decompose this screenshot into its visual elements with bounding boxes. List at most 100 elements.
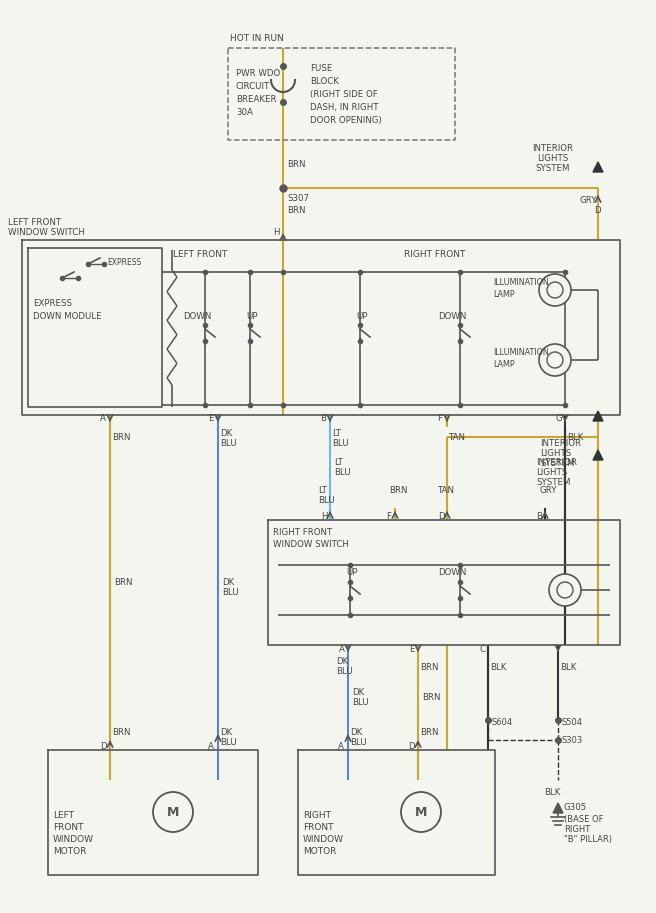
Text: SYSTEM: SYSTEM	[540, 458, 575, 467]
Text: UP: UP	[246, 311, 258, 320]
Circle shape	[539, 344, 571, 376]
Text: B: B	[536, 511, 542, 520]
Text: BLU: BLU	[332, 438, 349, 447]
Text: DK: DK	[336, 656, 348, 666]
Text: D: D	[594, 205, 601, 215]
Text: C: C	[479, 645, 485, 654]
Text: LT: LT	[318, 486, 327, 495]
Text: (BASE OF: (BASE OF	[564, 814, 604, 824]
Text: FRONT: FRONT	[303, 823, 333, 832]
Text: BLK: BLK	[544, 788, 560, 796]
Text: DOWN: DOWN	[438, 568, 466, 576]
Text: LAMP: LAMP	[493, 360, 514, 369]
Text: BLU: BLU	[220, 738, 237, 747]
Text: BRN: BRN	[114, 578, 133, 586]
Text: FUSE: FUSE	[310, 64, 333, 72]
Text: DK: DK	[222, 578, 234, 586]
Text: DK: DK	[350, 728, 362, 737]
Text: BRN: BRN	[287, 205, 306, 215]
Text: S504: S504	[562, 718, 583, 727]
Text: D: D	[100, 741, 107, 750]
Text: LIGHTS: LIGHTS	[536, 467, 567, 477]
Text: FRONT: FRONT	[53, 823, 83, 832]
Text: E: E	[409, 645, 415, 654]
Text: LAMP: LAMP	[493, 289, 514, 299]
Text: SYSTEM: SYSTEM	[536, 477, 571, 487]
Text: HOT IN RUN: HOT IN RUN	[230, 34, 284, 43]
Text: F: F	[386, 511, 391, 520]
Text: "B" PILLAR): "B" PILLAR)	[564, 834, 612, 844]
Text: A: A	[338, 741, 344, 750]
Text: UP: UP	[356, 311, 367, 320]
Text: GRY: GRY	[539, 486, 556, 495]
Text: H: H	[321, 511, 327, 520]
Polygon shape	[593, 450, 603, 460]
Text: BLU: BLU	[222, 587, 239, 596]
Text: BLU: BLU	[334, 467, 351, 477]
Text: BRN: BRN	[287, 160, 306, 169]
Text: DK: DK	[220, 428, 232, 437]
Text: LEFT: LEFT	[53, 811, 74, 820]
Text: BLK: BLK	[560, 663, 577, 671]
Text: BLU: BLU	[220, 438, 237, 447]
Text: WINDOW: WINDOW	[53, 834, 94, 844]
Text: DOWN MODULE: DOWN MODULE	[33, 311, 102, 320]
Text: BLU: BLU	[318, 496, 335, 505]
Text: MOTOR: MOTOR	[53, 846, 87, 855]
Text: DK: DK	[220, 728, 232, 737]
Text: LEFT FRONT: LEFT FRONT	[8, 217, 61, 226]
Text: S303: S303	[562, 736, 583, 744]
Text: PWR WDO: PWR WDO	[236, 68, 280, 78]
Text: BLOCK: BLOCK	[310, 77, 339, 86]
Polygon shape	[553, 803, 563, 813]
Text: D: D	[438, 511, 445, 520]
Text: RIGHT FRONT: RIGHT FRONT	[273, 528, 332, 537]
Text: DOWN: DOWN	[183, 311, 211, 320]
Text: B: B	[320, 414, 326, 423]
Text: TAN: TAN	[449, 433, 466, 442]
Text: M: M	[415, 805, 427, 818]
Text: INTERIOR: INTERIOR	[536, 457, 577, 467]
Text: WINDOW SWITCH: WINDOW SWITCH	[8, 227, 85, 236]
Text: DOWN: DOWN	[438, 311, 466, 320]
Text: DASH, IN RIGHT: DASH, IN RIGHT	[310, 102, 379, 111]
Text: TAN: TAN	[438, 486, 455, 495]
Text: E: E	[208, 414, 213, 423]
Text: DOOR OPENING): DOOR OPENING)	[310, 116, 382, 124]
Text: GRY: GRY	[580, 195, 598, 205]
Text: WINDOW SWITCH: WINDOW SWITCH	[273, 540, 349, 549]
Text: SYSTEM: SYSTEM	[536, 163, 570, 173]
Text: EXPRESS: EXPRESS	[33, 299, 72, 308]
Text: RIGHT FRONT: RIGHT FRONT	[404, 249, 466, 258]
Text: A: A	[208, 741, 214, 750]
Circle shape	[401, 792, 441, 832]
Text: (RIGHT SIDE OF: (RIGHT SIDE OF	[310, 89, 378, 99]
Text: CIRCUIT: CIRCUIT	[236, 81, 270, 90]
Polygon shape	[593, 411, 603, 421]
Text: D: D	[408, 741, 415, 750]
Text: G: G	[555, 414, 562, 423]
Text: LT: LT	[334, 457, 343, 467]
Circle shape	[539, 274, 571, 306]
Text: BRN: BRN	[389, 486, 407, 495]
Text: UP: UP	[346, 568, 358, 576]
Text: A: A	[339, 645, 345, 654]
Text: RIGHT: RIGHT	[303, 811, 331, 820]
Text: G305: G305	[564, 803, 587, 812]
Text: BRN: BRN	[422, 692, 440, 701]
Text: BLK: BLK	[490, 663, 506, 671]
Text: ILLUMINATION: ILLUMINATION	[493, 278, 549, 287]
Text: F: F	[437, 414, 442, 423]
Text: INTERIOR: INTERIOR	[533, 143, 573, 152]
Text: M: M	[167, 805, 179, 818]
Text: S307: S307	[287, 194, 309, 203]
Text: EXPRESS: EXPRESS	[107, 257, 141, 267]
Text: INTERIOR: INTERIOR	[540, 438, 581, 447]
Text: LT: LT	[332, 428, 341, 437]
Text: BLK: BLK	[567, 433, 583, 442]
Text: ILLUMINATION: ILLUMINATION	[493, 348, 549, 356]
Text: BRN: BRN	[420, 663, 438, 671]
Text: BRN: BRN	[112, 728, 131, 737]
Text: MOTOR: MOTOR	[303, 846, 337, 855]
Circle shape	[153, 792, 193, 832]
